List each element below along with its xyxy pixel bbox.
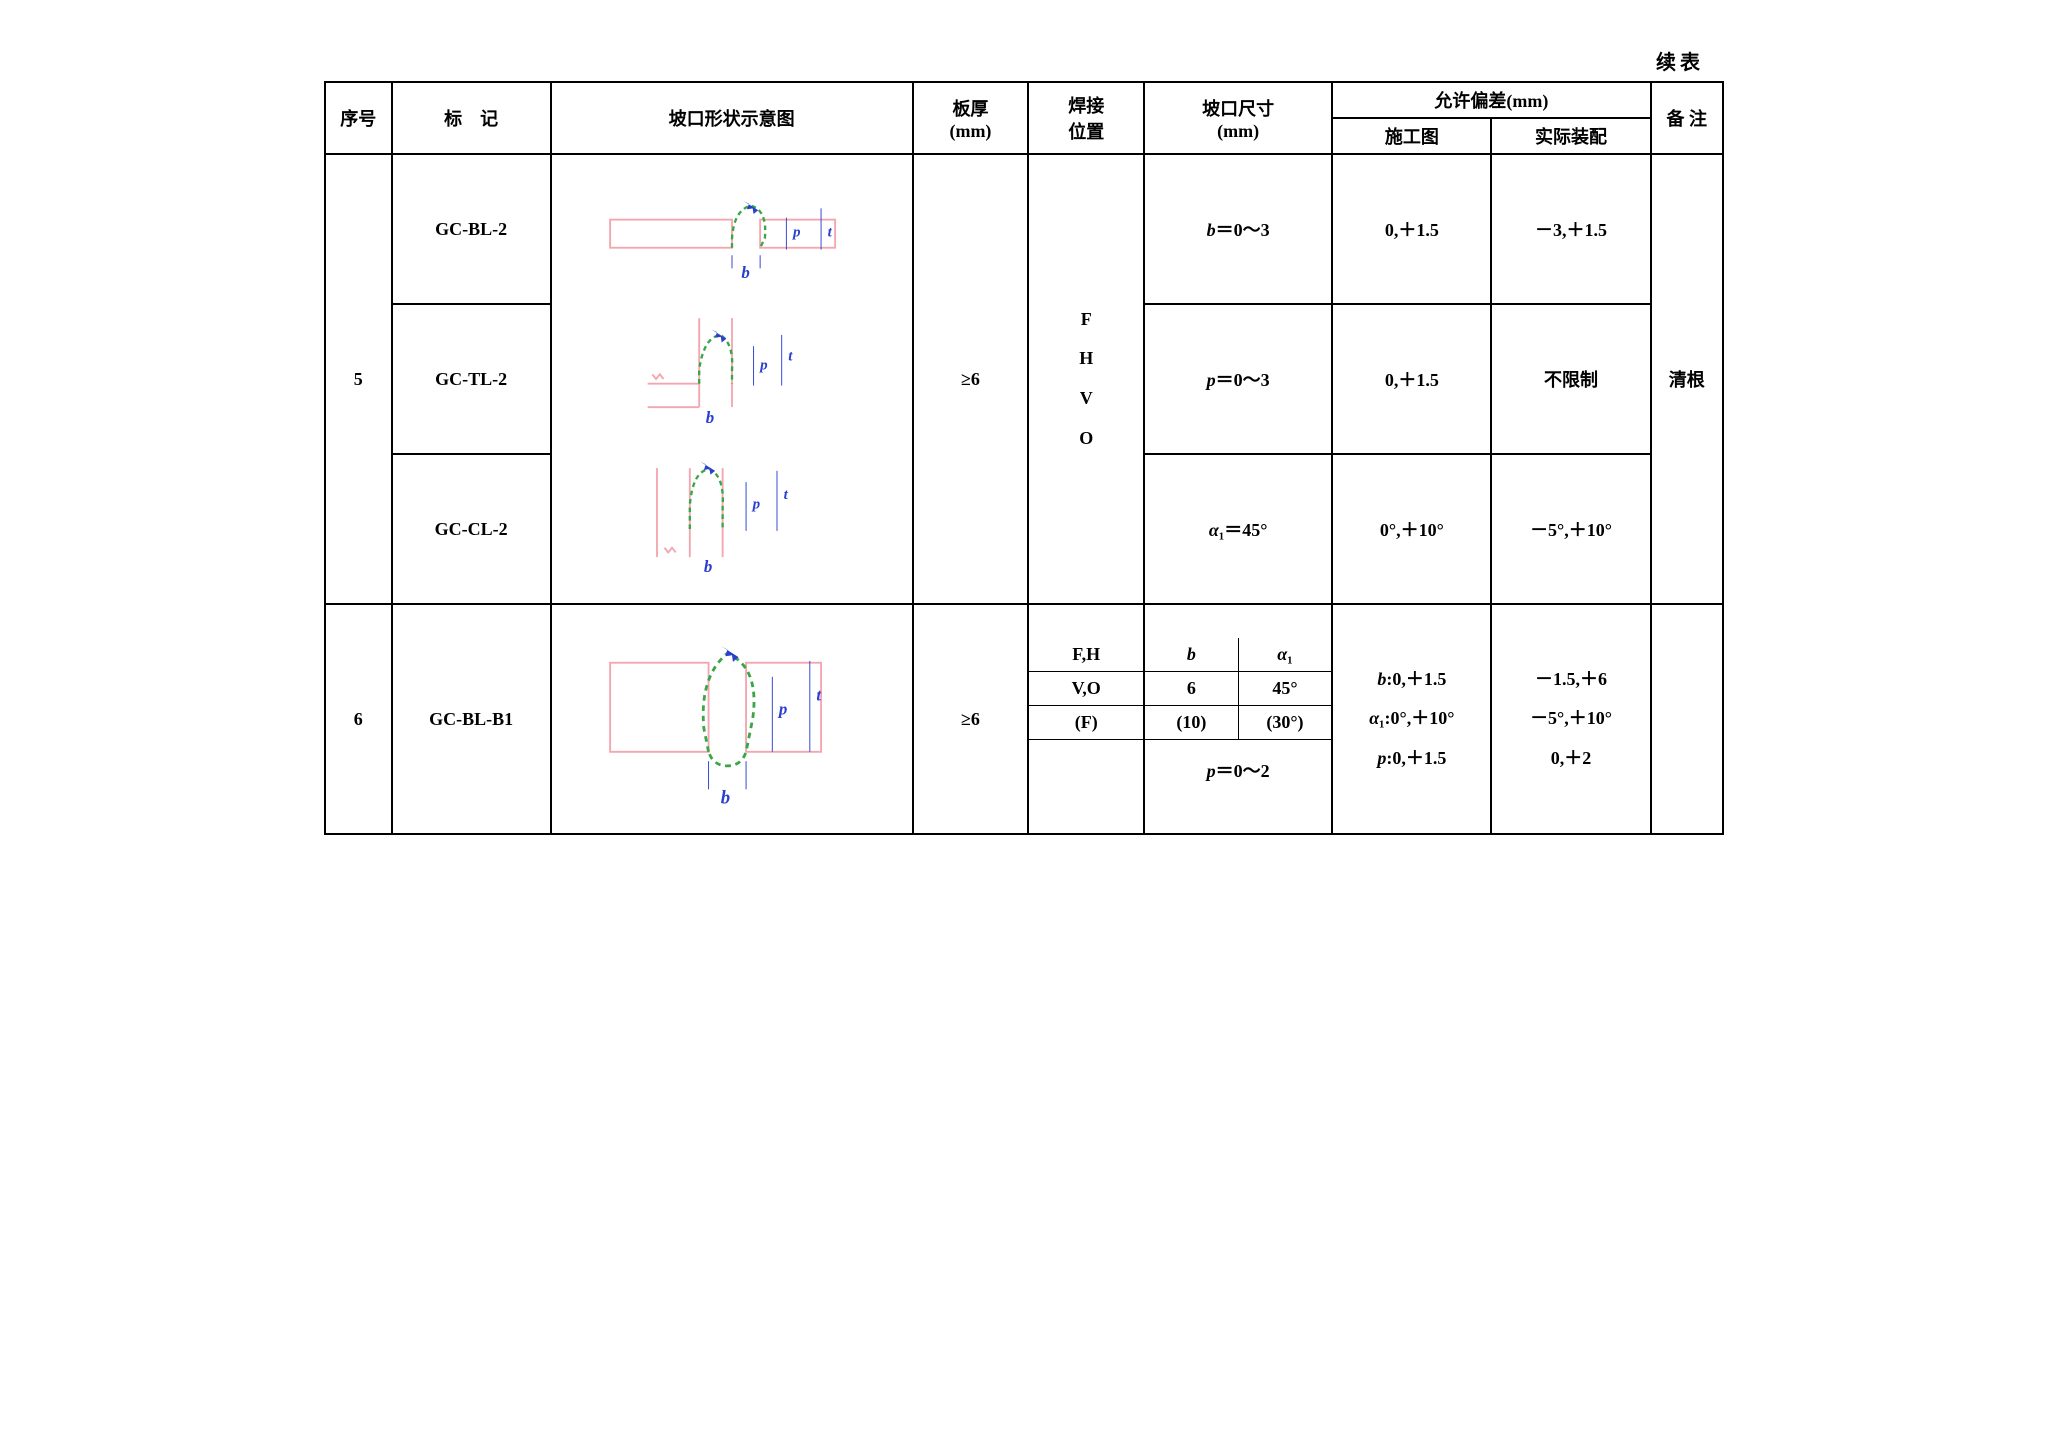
row5-tolb-1: 不限制: [1491, 304, 1650, 454]
row5-mark-1: GC-TL-2: [392, 304, 551, 454]
spec-table: 序号 标 记 坡口形状示意图 板厚 (mm) 焊接 位置 坡口尺寸 (mm) 允…: [324, 81, 1724, 835]
row5-mark-0: GC-BL-2: [392, 154, 551, 304]
row6-thickness: ≥6: [913, 604, 1029, 834]
row6-mark: GC-BL-B1: [392, 604, 551, 834]
svg-text:t: t: [783, 487, 788, 503]
hdr-tol-group: 允许偏差(mm): [1332, 82, 1650, 118]
row5-diagram: p t b: [551, 154, 913, 604]
row6-note: [1651, 604, 1723, 834]
row5-tolb-2: －5°,＋10°: [1491, 454, 1650, 604]
svg-text:b: b: [720, 787, 729, 808]
row5-weld: FHVO: [1028, 154, 1144, 604]
hdr-diagram: 坡口形状示意图: [551, 82, 913, 154]
svg-text:b: b: [741, 263, 749, 282]
svg-text:p: p: [777, 699, 787, 718]
svg-text:t: t: [788, 348, 793, 364]
hdr-tol-b: 实际装配: [1491, 118, 1650, 154]
svg-text:p: p: [758, 358, 768, 374]
row6-seq: 6: [325, 604, 392, 834]
row6-tolb: －1.5,＋6 －5°,＋10° 0,＋2: [1491, 604, 1650, 834]
row5-seq: 5: [325, 154, 392, 604]
row6-size: b α₁ 6 45° (10) (30°): [1144, 604, 1332, 834]
hdr-tol-a: 施工图: [1332, 118, 1491, 154]
row6-weld: F,H V,O (F): [1028, 604, 1144, 834]
hdr-mark: 标 记: [392, 82, 551, 154]
hdr-weld: 焊接 位置: [1028, 82, 1144, 154]
row5-thickness: ≥6: [913, 154, 1029, 604]
row5-tola-0: 0,＋1.5: [1332, 154, 1491, 304]
svg-text:p: p: [750, 496, 760, 512]
row5-size-0: b＝0～3: [1144, 154, 1332, 304]
table-caption: 续表: [324, 40, 1724, 81]
row5-note: 清根: [1651, 154, 1723, 604]
row5-size-1: p＝0～3: [1144, 304, 1332, 454]
hdr-seq: 序号: [325, 82, 392, 154]
hdr-size: 坡口尺寸 (mm): [1144, 82, 1332, 154]
svg-text:t: t: [827, 225, 832, 241]
row6-tola: b:0,＋1.5 α₁:0°,＋10° p:0,＋1.5: [1332, 604, 1491, 834]
hdr-thickness: 板厚 (mm): [913, 82, 1029, 154]
svg-text:b: b: [705, 408, 713, 427]
row5-mark-2: GC-CL-2: [392, 454, 551, 604]
row5-size-2: α₁＝45°: [1144, 454, 1332, 604]
svg-text:p: p: [791, 225, 801, 241]
row5-tola-2: 0°,＋10°: [1332, 454, 1491, 604]
svg-text:b: b: [704, 557, 712, 576]
row5-tolb-0: －3,＋1.5: [1491, 154, 1650, 304]
row6-diagram: p t b: [551, 604, 913, 834]
hdr-note: 备 注: [1651, 82, 1723, 154]
row5-tola-1: 0,＋1.5: [1332, 304, 1491, 454]
